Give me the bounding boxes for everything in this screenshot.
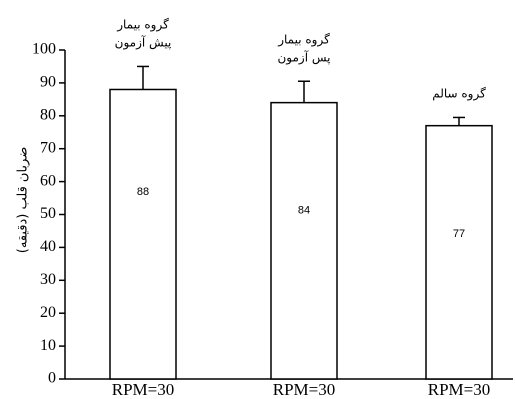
y-tick-label: 40 — [40, 238, 56, 255]
bar — [425, 124, 493, 380]
y-axis-label: ضربان قلب (دقیقه) — [16, 147, 31, 254]
x-tick-label: RPM=30 — [428, 380, 491, 399]
y-tick-label: 0 — [48, 370, 56, 387]
data-label: 77 — [453, 228, 465, 240]
y-tick-label: 10 — [40, 337, 56, 354]
x-tick-label: RPM=30 — [273, 380, 336, 399]
y-tick-label: 30 — [40, 271, 56, 288]
group-label: گروه سالم — [432, 86, 486, 101]
y-ticks: 0 10 20 30 40 50 60 70 80 90 100 — [32, 41, 65, 387]
data-label: 88 — [137, 186, 149, 198]
y-tick-label: 20 — [40, 304, 56, 321]
group-label: گروه بیمار — [277, 32, 330, 47]
y-tick-label: 70 — [40, 139, 56, 156]
y-tick-label: 100 — [32, 41, 56, 58]
y-tick-label: 90 — [40, 74, 56, 91]
bar — [109, 88, 177, 380]
group-label: گروه بیمار — [116, 17, 169, 32]
data-label: 84 — [298, 205, 310, 217]
bars: 88 RPM=30 گروه بیمار پیش آزمون 84 RPM=30 گروه … — [109, 17, 493, 399]
y-tick-label: 50 — [40, 205, 56, 222]
group-label: پس آزمون — [277, 49, 330, 65]
group-label: پیش آزمون — [115, 34, 172, 50]
y-tick-label: 80 — [40, 106, 56, 123]
y-tick-label: 60 — [40, 172, 56, 189]
x-tick-label: RPM=30 — [112, 380, 175, 399]
bar — [270, 101, 338, 380]
